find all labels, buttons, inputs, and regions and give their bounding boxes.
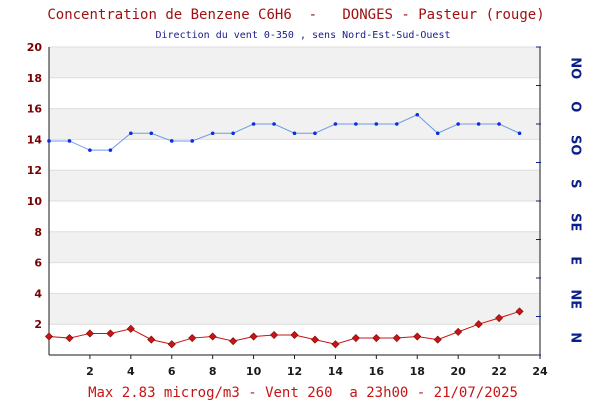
data-point: [456, 122, 460, 126]
y-tick-label: 20: [27, 41, 43, 54]
data-point: [351, 334, 360, 343]
grid-band: [49, 293, 540, 325]
data-point: [474, 320, 483, 329]
x-tick-label: 4: [127, 365, 135, 378]
x-tick-label: 14: [328, 365, 344, 378]
data-point: [147, 335, 156, 344]
y-tick-label: 10: [27, 195, 43, 208]
data-point: [292, 131, 297, 136]
x-axis-ticks: 2 4 6 8 10 12 14 16 18 20 22 24: [86, 355, 548, 378]
y-tick-label: 12: [27, 164, 42, 177]
y-tick-label: 8: [34, 226, 42, 239]
y-tick-label: 18: [27, 72, 42, 85]
y-tick-label: 14: [27, 133, 43, 146]
data-point: [413, 332, 422, 341]
x-tick-label: 6: [168, 365, 176, 378]
data-point: [88, 148, 92, 152]
data-point: [251, 122, 256, 126]
data-point: [354, 122, 358, 126]
data-point: [310, 335, 319, 344]
x-tick-label: 18: [410, 365, 425, 378]
data-point: [454, 327, 463, 336]
data-point: [167, 340, 176, 349]
data-point: [47, 139, 51, 143]
data-point: [85, 329, 94, 338]
data-point: [372, 334, 381, 343]
data-point: [333, 122, 338, 126]
data-point: [415, 112, 420, 117]
data-point: [208, 332, 217, 341]
wind-direction-label: SO: [568, 135, 583, 155]
series-layer: [44, 112, 524, 349]
data-point: [65, 334, 74, 343]
wind-direction-label: NE: [568, 289, 583, 309]
data-point: [272, 122, 276, 126]
series-2: [47, 112, 522, 152]
wind-direction-label: E: [568, 256, 583, 265]
chart-title: Concentration de Benzene C6H6 - DONGES -…: [47, 7, 544, 23]
data-point: [169, 139, 174, 143]
data-point: [231, 131, 235, 136]
wind-direction-label: S: [568, 179, 583, 188]
wind-direction-axis: NO O SO S SE E NE N: [536, 46, 583, 356]
data-point: [149, 131, 154, 136]
data-point: [331, 340, 340, 349]
x-tick-label: 10: [246, 365, 262, 378]
data-point: [392, 334, 401, 343]
chart-footer: Max 2.83 microg/m3 - Vent 260 a 23h00 - …: [88, 385, 518, 400]
y-axis-ticks: 2 4 6 8 10 12 14 16 18 20: [27, 41, 43, 331]
data-point: [517, 131, 522, 136]
data-point: [394, 122, 399, 126]
data-point: [67, 139, 72, 143]
data-point: [313, 131, 317, 136]
data-point: [476, 122, 481, 126]
x-tick-label: 8: [209, 365, 217, 378]
x-tick-label: 2: [86, 365, 94, 378]
data-point: [270, 330, 279, 340]
data-point: [44, 332, 54, 341]
series-1: [44, 307, 524, 349]
data-point: [129, 131, 133, 136]
x-tick-label: 22: [491, 365, 506, 378]
grid-band: [49, 47, 540, 78]
wind-direction-label: N: [568, 332, 583, 343]
wind-direction-label: O: [568, 101, 583, 112]
wind-direction-label: SE: [568, 213, 583, 231]
data-point: [190, 139, 195, 143]
data-point: [374, 122, 379, 126]
data-point: [210, 131, 215, 136]
data-point: [433, 335, 442, 344]
data-point: [249, 332, 258, 341]
x-tick-label: 20: [451, 365, 467, 378]
data-point: [188, 334, 197, 343]
y-tick-label: 6: [34, 257, 42, 270]
grid-band: [49, 231, 540, 263]
x-tick-label: 12: [287, 365, 302, 378]
data-point: [106, 329, 115, 338]
y-tick-label: 16: [27, 103, 43, 116]
wind-direction-label: NO: [568, 57, 583, 79]
y-tick-label: 4: [34, 287, 42, 300]
chart-subtitle: Direction du vent 0-350 , sens Nord-Est-…: [155, 30, 450, 41]
data-point: [290, 330, 299, 340]
data-point: [495, 314, 504, 323]
data-point: [497, 122, 501, 126]
data-point: [126, 324, 135, 333]
series-line: [48, 310, 520, 345]
data-point: [229, 337, 238, 346]
data-point: [435, 131, 440, 136]
plot-bands: [49, 46, 540, 325]
grid-band: [49, 170, 540, 201]
x-tick-label: 24: [532, 365, 548, 378]
x-tick-label: 16: [369, 365, 385, 378]
data-point: [108, 148, 113, 152]
data-point: [515, 307, 524, 316]
series-line: [49, 114, 520, 151]
y-tick-label: 2: [34, 318, 42, 331]
